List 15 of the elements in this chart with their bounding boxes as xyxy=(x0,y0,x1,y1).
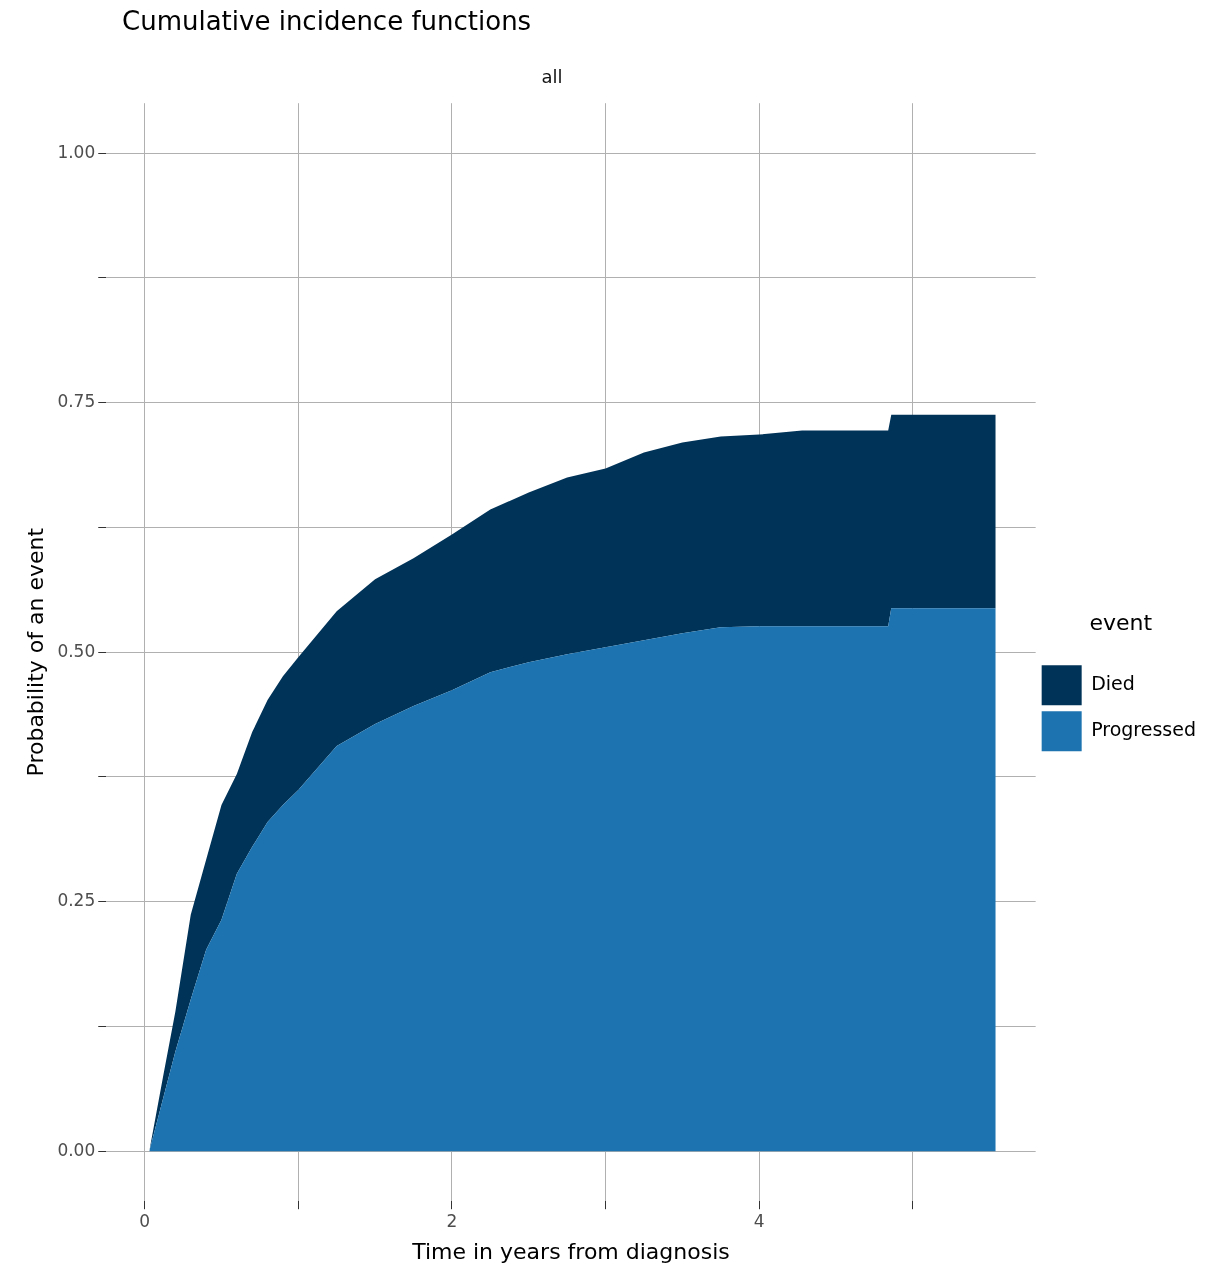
x-tick-label: 4 xyxy=(753,1210,765,1231)
chart-title: Cumulative incidence functions xyxy=(122,6,532,36)
y-tick-label: 0.00 xyxy=(57,1139,96,1160)
chart-subtitle: all xyxy=(540,66,564,87)
y-tick-label: 0.75 xyxy=(57,391,96,412)
x-tick-label: 2 xyxy=(446,1210,458,1231)
x-tick-label: 0 xyxy=(139,1210,151,1231)
y-tick-label: 0.25 xyxy=(57,890,96,911)
legend-label: Died xyxy=(1091,672,1135,695)
legend-label: Progressed xyxy=(1091,718,1197,741)
x-axis-title: Time in years from diagnosis xyxy=(411,1238,730,1264)
legend-title: event xyxy=(1089,609,1153,635)
y-tick-label: 0.50 xyxy=(57,640,96,661)
y-axis-title: Probability of an event xyxy=(22,527,48,777)
y-tick-label: 1.00 xyxy=(57,141,96,162)
